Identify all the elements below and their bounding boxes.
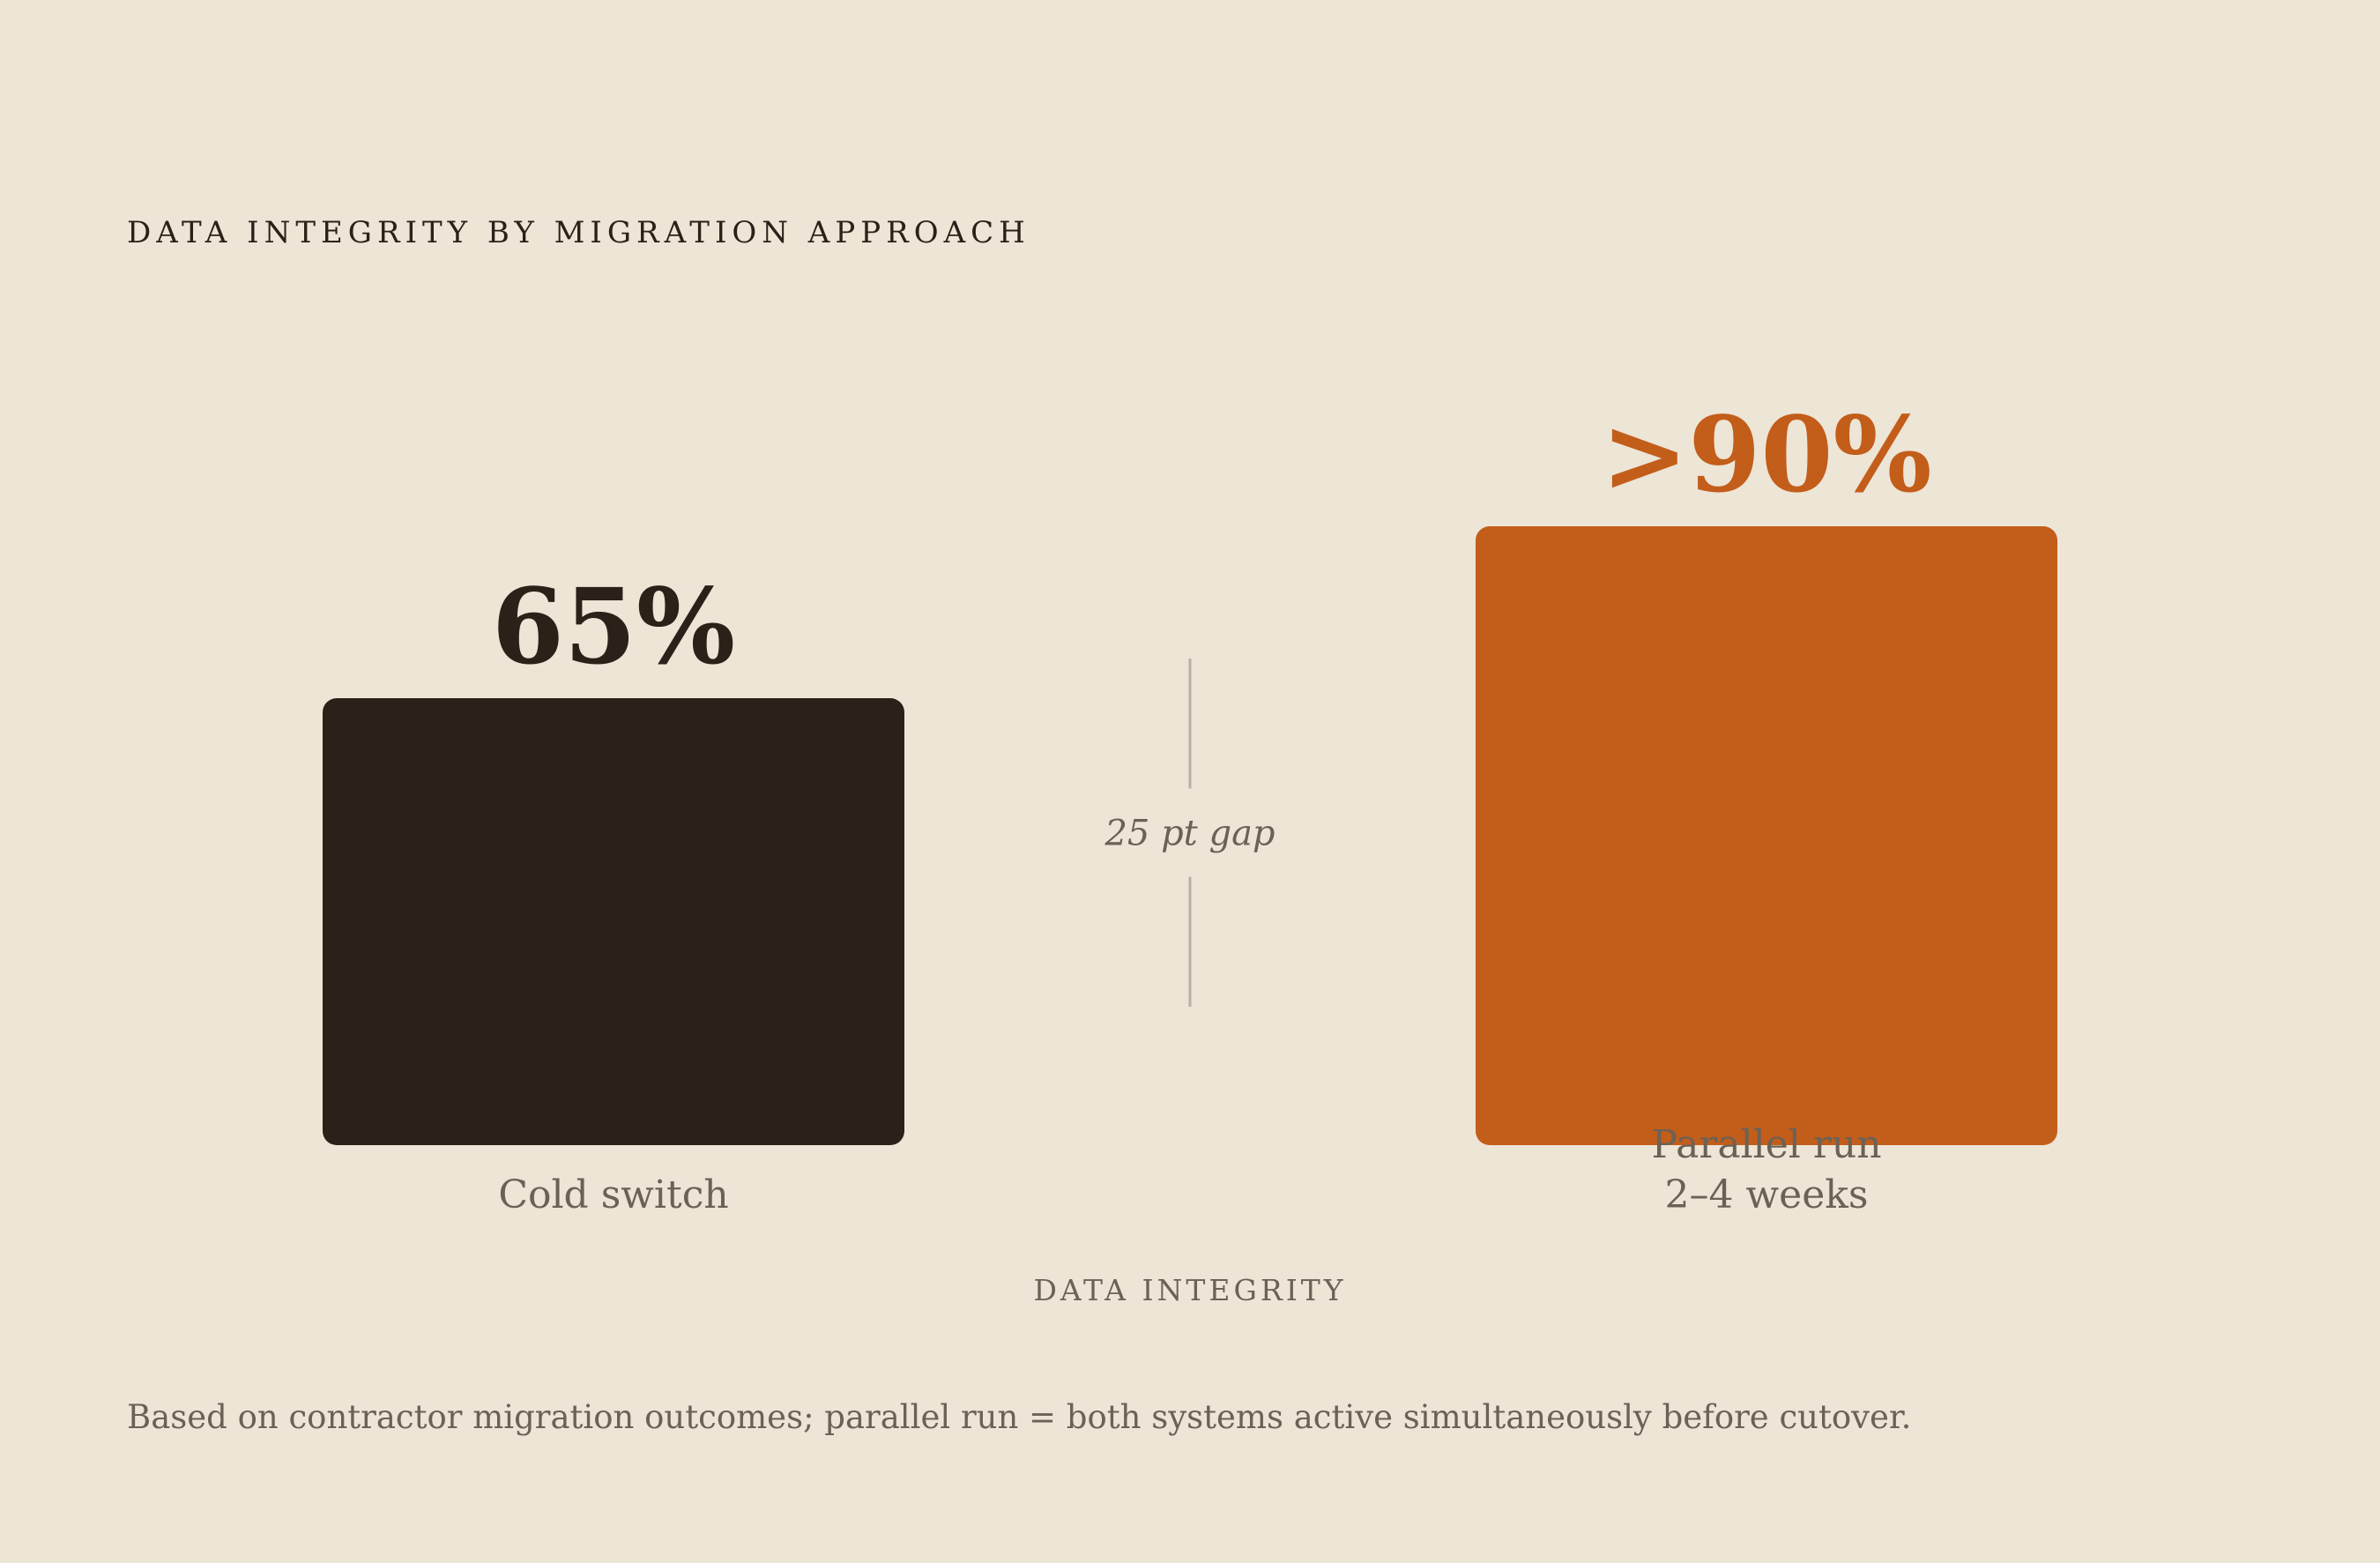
category-label-1: Cold switch	[498, 1172, 728, 1217]
value-label-2: >90%	[1601, 393, 1931, 516]
footnote: Based on contractor migration outcomes; …	[127, 1398, 1911, 1436]
category-label-2: Parallel run 2–4 weeks	[1651, 1122, 1881, 1217]
x-axis-label: DATA INTEGRITY	[1033, 1273, 1346, 1307]
chart-title: DATA INTEGRITY BY MIGRATION APPROACH	[127, 215, 1030, 250]
bars-group: 65% Cold switch >90% Parallel run 2–4 weeks	[323, 393, 2057, 1217]
gap-annotation: 25 pt gap	[1104, 659, 1276, 1007]
gap-label: 25 pt gap	[1104, 814, 1275, 854]
bar-2	[1476, 526, 2057, 1145]
value-label-1: 65%	[492, 565, 735, 688]
bar-1	[323, 698, 904, 1145]
